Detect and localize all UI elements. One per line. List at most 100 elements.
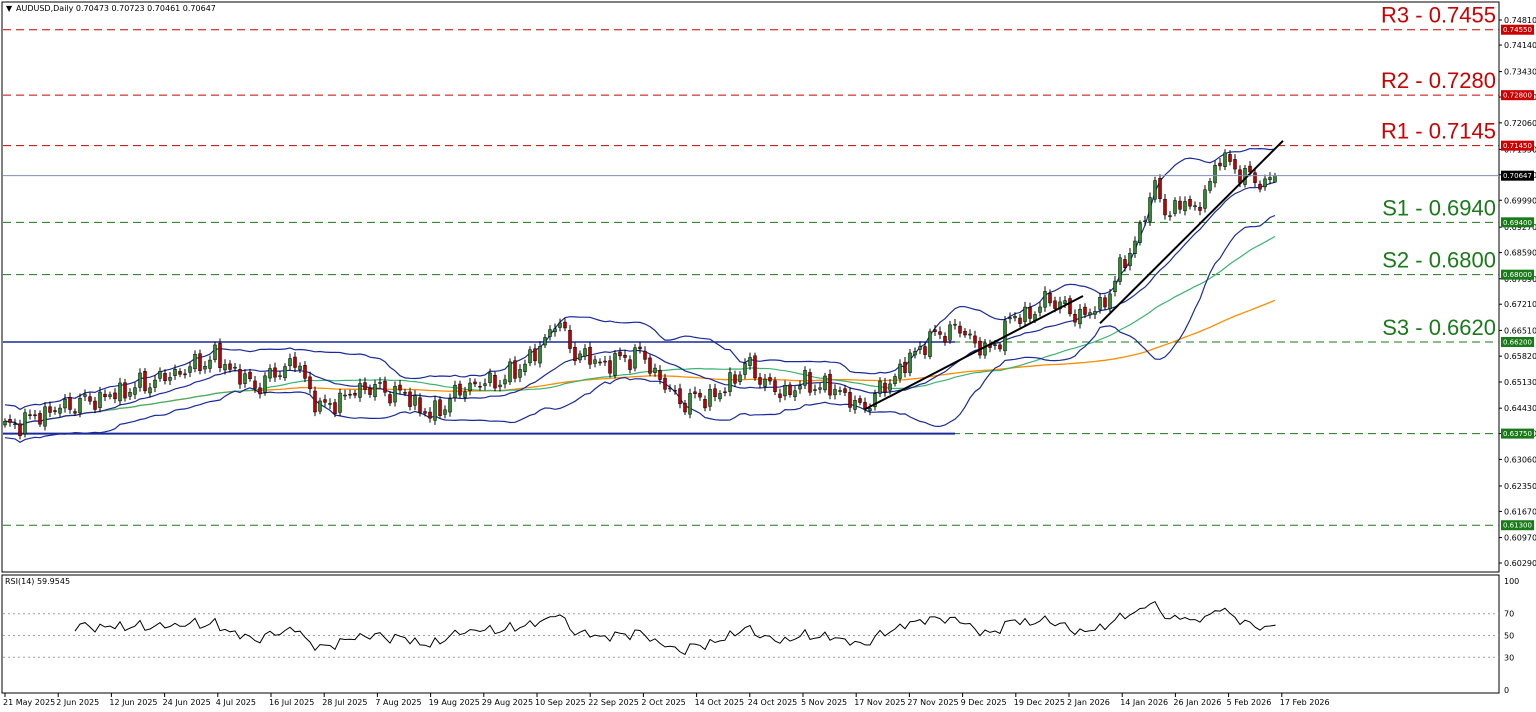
candle-body (1048, 292, 1052, 304)
candle-body (463, 391, 467, 398)
candle-body (1083, 306, 1087, 315)
candle-body (393, 386, 397, 403)
candle-body (123, 382, 127, 399)
candle-body (823, 375, 827, 391)
candle-body (218, 343, 222, 368)
price-tick-label: 0.74810 (1504, 16, 1536, 25)
candle-body (1253, 172, 1257, 183)
candle-body (318, 400, 322, 412)
candle-body (1223, 152, 1227, 167)
candle-body (1153, 180, 1157, 200)
candle-body (1273, 175, 1277, 183)
candle-body (418, 397, 422, 413)
candle-body (738, 374, 742, 382)
candle-body (868, 408, 872, 411)
time-tick-label: 27 Nov 2025 (907, 698, 958, 707)
candle-body (943, 336, 947, 343)
price-tick-label: 0.66510 (1504, 326, 1536, 335)
range-box (3, 341, 955, 435)
price-tag-bg (1501, 140, 1534, 151)
candle-body (1098, 297, 1102, 310)
candle-body (678, 388, 682, 405)
candle-body (793, 390, 797, 398)
candle-body (733, 374, 737, 384)
candle-body (63, 398, 67, 409)
price-tick-label: 0.64430 (1504, 404, 1536, 413)
candle-body (1263, 178, 1267, 188)
candle-body (1158, 178, 1162, 199)
candle-body (1268, 177, 1272, 180)
candle-body (808, 372, 812, 393)
rsi-panel-frame (1, 574, 1500, 694)
time-tick-label: 12 Jun 2025 (109, 698, 157, 707)
candle-body (963, 330, 967, 336)
candle-body (323, 399, 327, 403)
candle-body (588, 346, 592, 365)
candle-body (438, 399, 442, 416)
price-tick-label: 0.67210 (1504, 300, 1536, 309)
candle-body (558, 322, 562, 328)
level-label-s1: S1 - 0.6940 (1382, 195, 1496, 220)
candle-body (283, 366, 287, 379)
candle-body (768, 377, 772, 382)
symbol-menu-icon[interactable]: ▼ (6, 4, 13, 13)
candle-body (703, 399, 707, 409)
candle-body (1228, 154, 1232, 162)
candle-body (293, 356, 297, 368)
candle-body (1218, 162, 1222, 167)
rsi-tick-label: 70 (1504, 610, 1514, 619)
candle-body (513, 360, 517, 379)
candle-body (363, 382, 367, 390)
level-label-r3: R3 - 0.7455 (1381, 3, 1496, 28)
candle-body (633, 347, 637, 369)
candle-body (443, 409, 447, 415)
candle-body (863, 402, 867, 409)
candle-body (368, 387, 372, 395)
candle-body (288, 358, 292, 367)
candle-body (498, 384, 502, 388)
candle-body (918, 346, 922, 350)
time-tick-label: 2 Oct 2025 (641, 698, 685, 707)
candle-body (548, 329, 552, 337)
candle-body (953, 323, 957, 326)
candle-body (553, 328, 557, 333)
candle-body (83, 394, 87, 397)
last-price-tag: 0.70647 (1503, 172, 1532, 180)
candle-body (718, 393, 722, 400)
candle-body (1013, 315, 1017, 319)
time-tick-label: 4 Jul 2025 (216, 698, 256, 707)
candle-body (898, 363, 902, 379)
time-tick-label: 2 Jun 2025 (56, 698, 99, 707)
price-tag-bg (1501, 217, 1534, 228)
time-tick-label: 28 Jul 2025 (322, 698, 367, 707)
candle-body (803, 370, 807, 386)
candle-body (273, 367, 277, 378)
rsi-tick-label: 50 (1504, 632, 1514, 641)
candle-body (578, 353, 582, 361)
candle-body (1233, 159, 1237, 170)
price-tag-label: 0.63750 (1503, 430, 1532, 438)
candle-body (623, 354, 627, 358)
candle-body (1138, 223, 1142, 243)
candle-body (1188, 199, 1192, 207)
candle-body (1068, 298, 1072, 315)
candle-body (378, 382, 382, 384)
candle-body (148, 387, 152, 394)
candle-body (1038, 306, 1042, 313)
candle-body (403, 392, 407, 394)
candle-body (338, 392, 342, 413)
rsi-line (74, 600, 1276, 656)
candle-body (1088, 312, 1092, 316)
candle-body (138, 372, 142, 388)
candle-body (1053, 300, 1057, 309)
candle-body (313, 390, 317, 413)
candle-body (693, 391, 697, 394)
candle-body (1063, 300, 1067, 304)
time-tick-label: 9 Dec 2025 (961, 698, 1007, 707)
candle-body (1213, 165, 1217, 184)
candle-body (1023, 306, 1027, 322)
level-labels: R3 - 0.7455 R2 - 0.7280 R1 - 0.7145 S1 - 0.… (1381, 3, 1496, 340)
candle-body (1148, 197, 1152, 222)
candle-body (223, 364, 227, 371)
